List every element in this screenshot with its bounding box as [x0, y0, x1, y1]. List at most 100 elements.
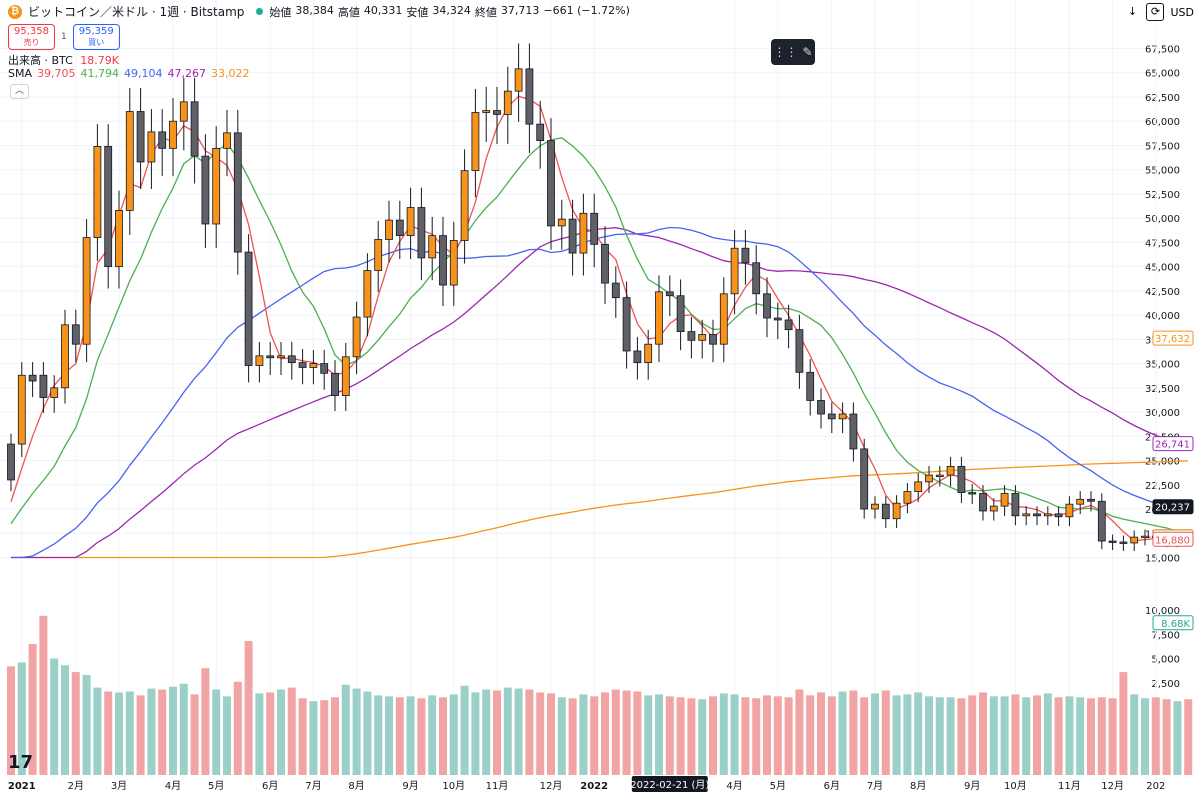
candle-body	[968, 492, 977, 495]
volume-bar	[277, 689, 285, 775]
candle-body	[741, 247, 750, 264]
candle-body	[752, 262, 761, 295]
change-value: −661 (−1.72%)	[543, 3, 630, 17]
candle-body	[39, 374, 48, 398]
volume-value: 18.79K	[80, 54, 120, 67]
volume-bar	[363, 691, 372, 775]
volume-bar	[989, 696, 998, 775]
time-tick-label: 10月	[442, 780, 465, 792]
volume-bar	[169, 686, 177, 775]
volume-bar	[514, 688, 523, 775]
volume-bar	[687, 698, 696, 775]
chevron-up-icon[interactable]: ︿	[10, 84, 29, 99]
volume-bar	[266, 692, 275, 775]
volume-bar	[341, 684, 350, 775]
candle-body	[644, 343, 653, 364]
candle-body	[687, 331, 696, 341]
candle-body	[957, 465, 966, 493]
candle-body	[557, 218, 566, 227]
candle-body	[795, 329, 804, 373]
candle-body	[93, 146, 102, 238]
candle-body	[28, 374, 37, 382]
candle-body	[395, 219, 404, 237]
volume-bar	[1065, 696, 1074, 775]
volume-bar	[1076, 697, 1085, 775]
currency-label[interactable]: USD	[1170, 5, 1194, 19]
candle-body	[417, 207, 426, 259]
sync-icon[interactable]: ⟳	[1146, 3, 1165, 21]
volume-bar	[374, 695, 383, 775]
candle-body	[7, 443, 15, 481]
volume-bar	[233, 681, 242, 775]
volume-bar	[557, 697, 566, 775]
candle-body	[212, 147, 221, 225]
candle-body	[136, 111, 145, 163]
volume-bar	[320, 700, 329, 775]
volume-bar	[190, 694, 199, 775]
candle-body	[914, 481, 923, 492]
candle-body	[320, 363, 329, 374]
time-tick-label: 2021	[8, 781, 36, 792]
time-tick-label: 2月	[68, 780, 84, 792]
volume-bar	[93, 687, 102, 775]
volume-bar	[482, 689, 491, 775]
price-axis-badge	[1152, 436, 1194, 452]
candle-body	[266, 355, 275, 359]
candle-body	[536, 123, 545, 142]
price-tick-label: 40,000	[1145, 311, 1180, 322]
time-tick-label: 7月	[867, 780, 883, 792]
volume-bar	[1043, 693, 1052, 775]
volume-bar	[1000, 696, 1009, 775]
volume-bar	[1033, 695, 1041, 775]
candle-body	[363, 270, 372, 318]
candle-body	[989, 505, 998, 512]
volume-bar	[1108, 698, 1117, 775]
volume-legend[interactable]: 出来高 · BTC 18.79K	[8, 54, 120, 67]
volume-bar	[871, 693, 879, 775]
sma-legend[interactable]: SMA 39,705 41,794 49,104 47,267 33,022	[8, 67, 250, 80]
volume-bar	[633, 691, 642, 775]
volume-bar	[17, 662, 26, 775]
volume-bar	[1130, 694, 1139, 775]
volume-bar	[406, 696, 415, 775]
volume-bar	[547, 693, 555, 775]
candle-body	[1011, 493, 1020, 517]
price-axis-badge-label: 16,880	[1155, 535, 1190, 546]
spread: 1	[61, 32, 67, 42]
volume-bar	[158, 689, 167, 775]
candle-body	[730, 247, 739, 295]
sma-line-3	[11, 226, 1189, 559]
candle-body	[892, 502, 901, 520]
symbol-title[interactable]: ビットコイン／米ドル · 1週 · Bitstamp	[28, 5, 245, 19]
volume-bar	[287, 687, 296, 775]
time-tick-label: 6月	[262, 780, 278, 792]
price-tick-label: 60,000	[1145, 117, 1180, 128]
drag-handle-icon[interactable]: ⋮⋮	[773, 45, 798, 59]
arrow-down-icon[interactable]: ↓	[1127, 5, 1138, 18]
price-tick-label: 30,000	[1145, 408, 1180, 419]
price-tick-label: 55,000	[1145, 166, 1180, 177]
sma-value-2: 41,794	[80, 67, 120, 80]
buy-button[interactable]: 95,359 買い	[72, 24, 120, 50]
volume-bar	[104, 691, 113, 775]
candle-body	[773, 317, 782, 321]
candle-body	[817, 400, 825, 415]
sma-line-4	[11, 227, 1189, 559]
volume-bar	[471, 692, 480, 775]
volume-bar	[385, 696, 393, 775]
sell-button[interactable]: 95,358 売り	[8, 24, 55, 50]
volume-bar	[730, 694, 739, 775]
volume-bar	[212, 689, 221, 775]
candle-body	[179, 101, 188, 122]
floating-drawing-toolbar[interactable]: ⋮⋮ ✎	[771, 39, 815, 65]
candle-body	[428, 235, 437, 259]
price-axis-badge	[1152, 330, 1194, 346]
brush-icon[interactable]: ✎	[802, 45, 813, 59]
time-tick-label: 202	[1146, 781, 1165, 792]
time-tick-label: 12月	[540, 780, 563, 792]
candle-body	[1043, 513, 1052, 517]
price-tick-label: 57,500	[1145, 141, 1180, 152]
volume-bar	[709, 696, 717, 775]
candle-body	[277, 355, 285, 359]
